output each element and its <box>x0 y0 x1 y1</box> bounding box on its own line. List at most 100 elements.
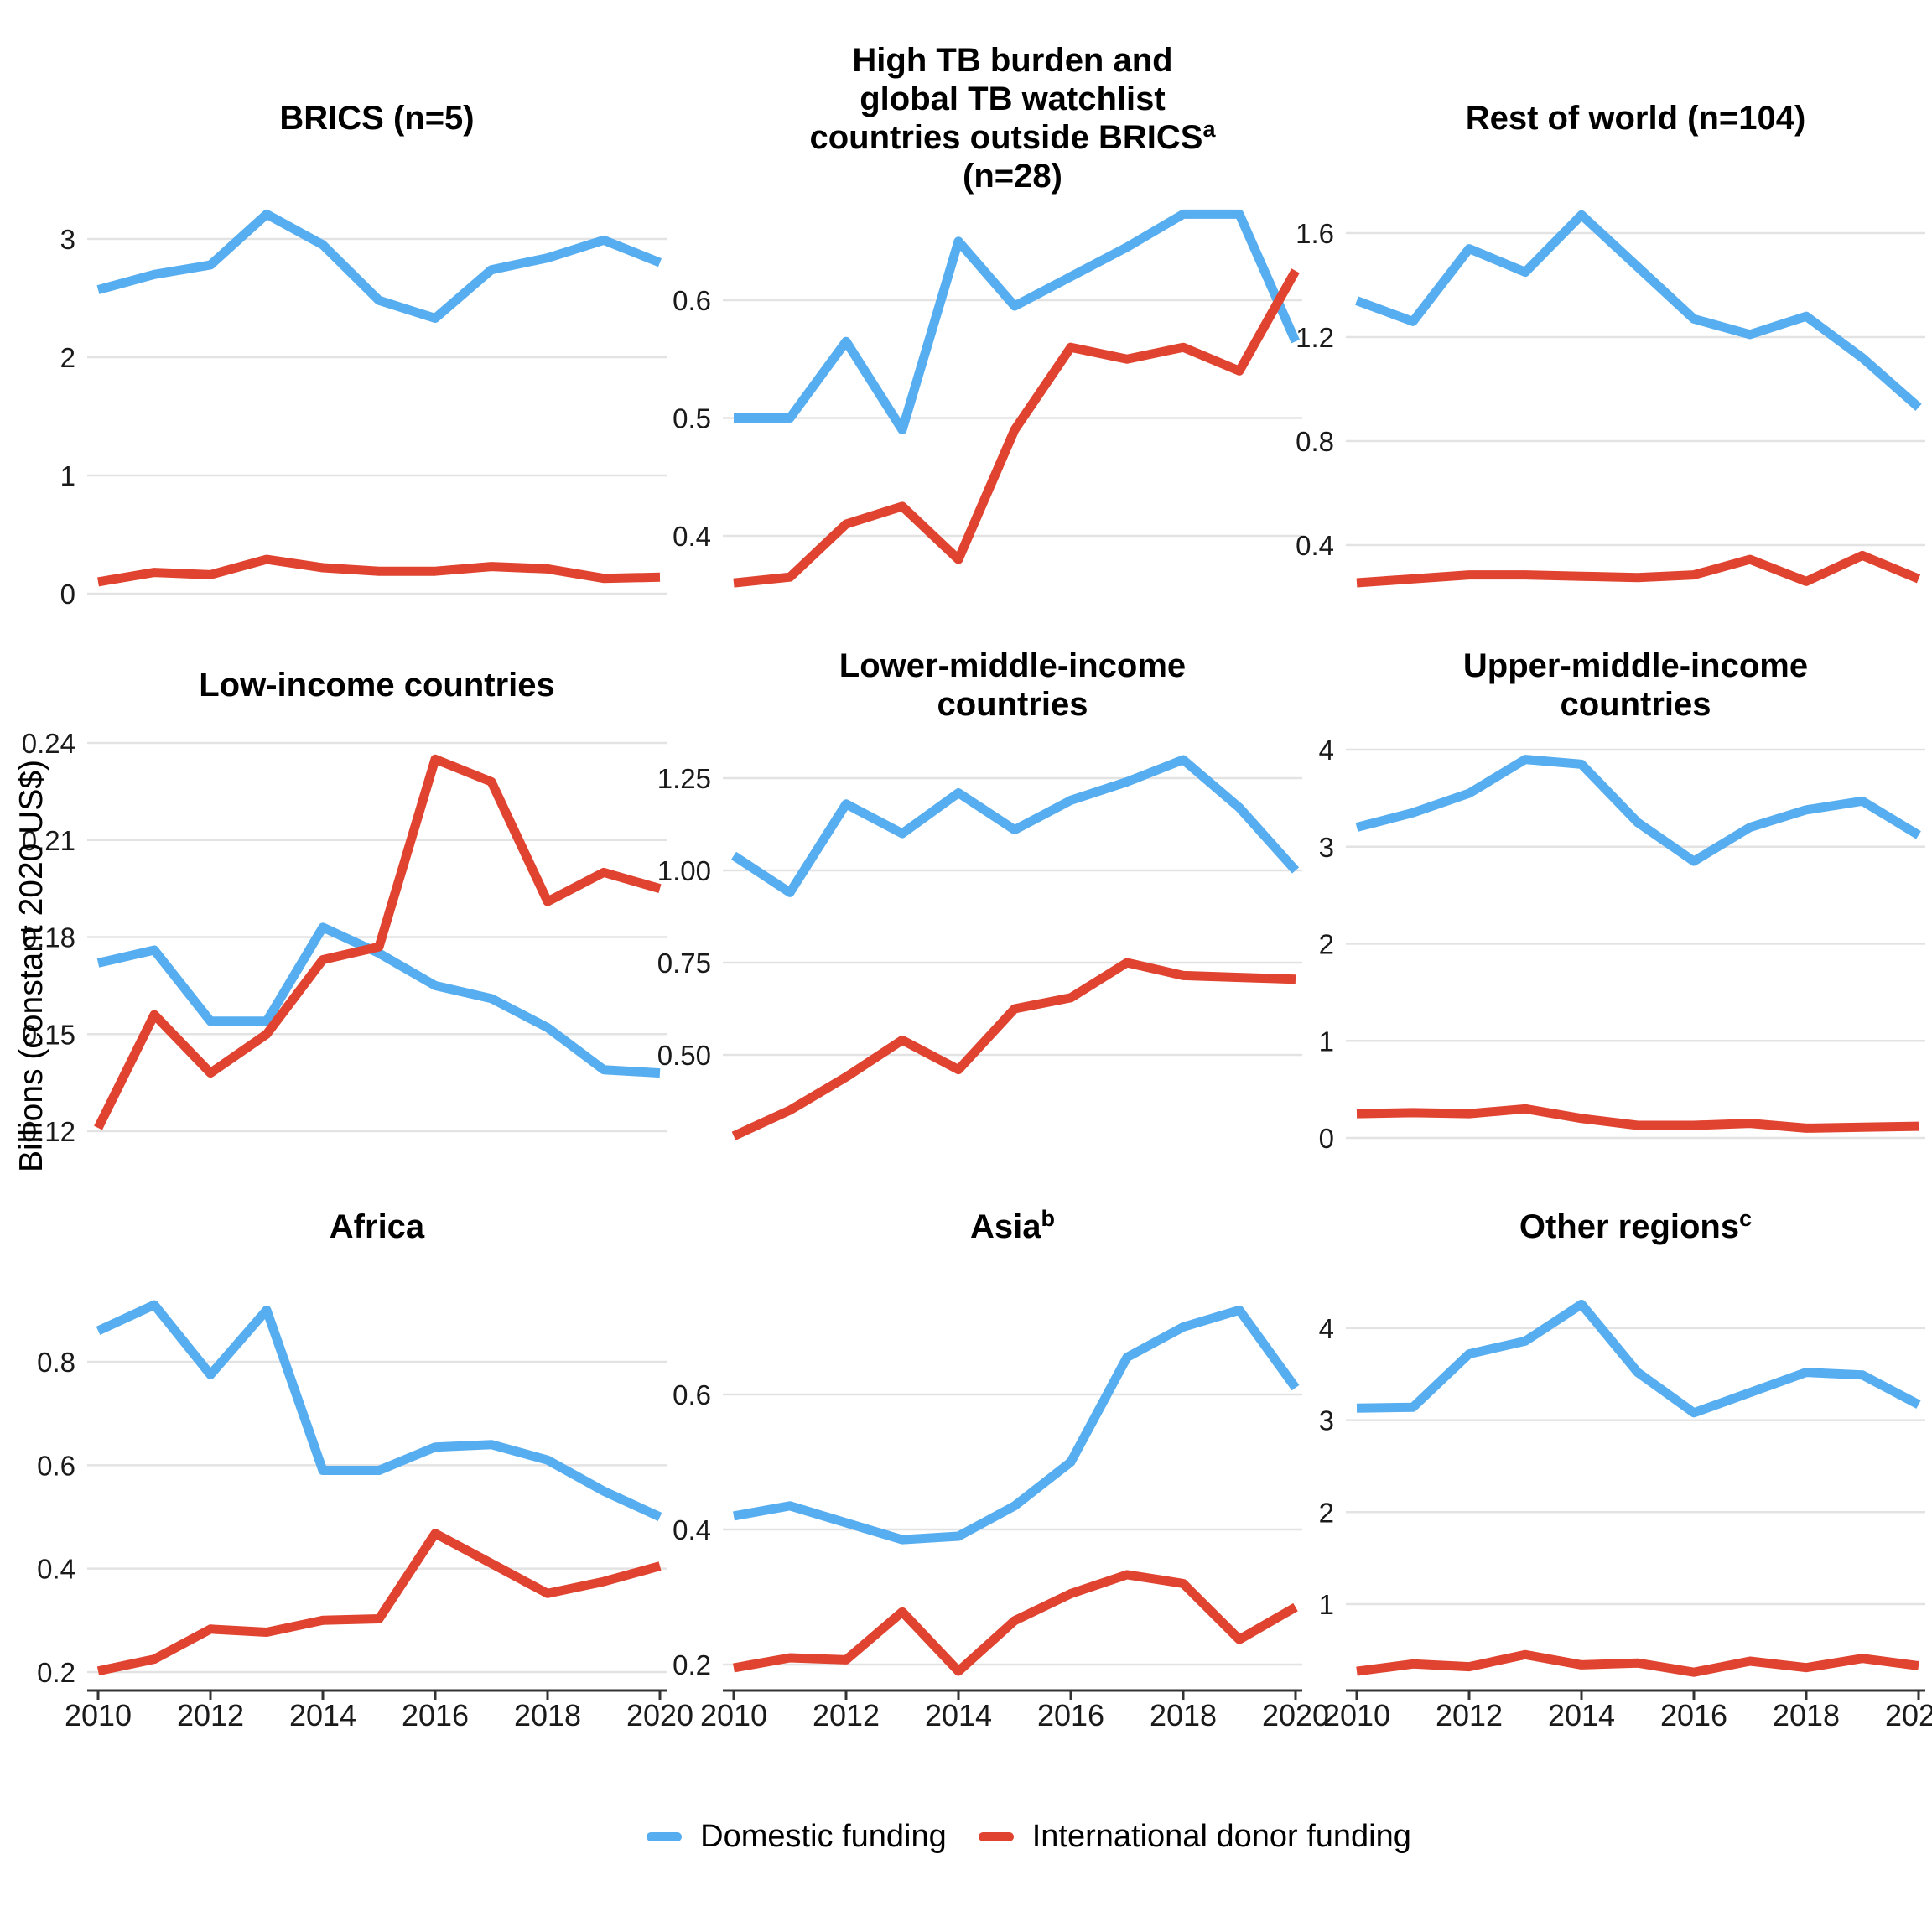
panel-6-ytick-label-0.2: 0.2 <box>37 1657 75 1688</box>
panel-8-x-tick-label-2018: 2018 <box>1773 1698 1840 1732</box>
panel-1-title-line-0: High TB burden and <box>852 42 1172 79</box>
panel-6-ytick-label-0.4: 0.4 <box>37 1554 75 1585</box>
panel-6-x-tick-label-2016: 2016 <box>402 1698 469 1732</box>
panel-3-ytick-label-0.15: 0.15 <box>22 1019 75 1050</box>
panel-8-domestic-funding-line <box>1356 1299 1921 1418</box>
panel-3-international-donor-funding-line <box>94 754 662 1130</box>
panel-8-ytick-label-1: 1 <box>1319 1589 1334 1620</box>
panel-7-domestic-funding-line <box>733 1305 1300 1545</box>
panel-6-domestic-funding-line <box>96 1300 662 1521</box>
panel-5-ytick-label-3: 3 <box>1319 832 1334 863</box>
panel-3-ytick-label-0.18: 0.18 <box>22 922 75 953</box>
panel-4-title-line-0: Lower-middle-income <box>839 647 1186 684</box>
panel-1-ytick-label-0.5: 0.5 <box>673 403 711 434</box>
panel-2-title-line-0: Rest of world (n=104) <box>1466 100 1806 137</box>
panel-2-domestic-funding-line <box>1355 210 1922 411</box>
panel-5-international-donor-funding-line <box>1356 1104 1919 1133</box>
panel-2-ytick-label-0.4: 0.4 <box>1296 530 1334 561</box>
legend-key-international-donor-swatch <box>978 1831 1014 1841</box>
panel-8-ytick-label-4: 4 <box>1319 1313 1334 1344</box>
panel-4-ytick-label-1.00: 1.00 <box>657 855 711 886</box>
panel-6-x-tick-label-2014: 2014 <box>289 1698 356 1732</box>
facet-panel-0: 0 1 2 3 BRICS (n=5) <box>60 100 667 610</box>
panel-2-ytick-label-0.8: 0.8 <box>1296 426 1334 457</box>
panel-4-domestic-funding-line <box>730 755 1300 897</box>
facet-panel-8: 1 2 3 4 2010 2012 2014 2016 2018 2020 Other region… <box>1319 1206 1932 1732</box>
panel-1-title-line-1: global TB watchlist <box>860 80 1165 117</box>
panel-7-x-tick-label-2010: 2010 <box>700 1698 767 1732</box>
panel-0-international-donor-funding-line <box>97 554 661 587</box>
panel-8-x-tick-label-2012: 2012 <box>1436 1698 1503 1732</box>
panel-3-domestic-funding-line <box>96 922 661 1078</box>
panel-8-ytick-label-3: 3 <box>1319 1405 1334 1436</box>
panel-4-title-line-1: countries <box>937 686 1088 723</box>
legend-key-domestic-swatch <box>647 1831 683 1841</box>
panel-8-x-tick-label-2010: 2010 <box>1323 1698 1390 1732</box>
panel-2-ytick-label-1.6: 1.6 <box>1296 218 1334 249</box>
panel-7-international-donor-funding-line <box>733 1570 1298 1676</box>
panel-7-x-tick-label-2018: 2018 <box>1150 1698 1217 1732</box>
legend-item-international-donor: International donor funding <box>978 1818 1411 1855</box>
panel-8-x-tick-label-2016: 2016 <box>1660 1698 1727 1732</box>
panel-1-title-line-3: (n=28) <box>963 158 1062 195</box>
panel-4-international-donor-funding-line <box>731 958 1296 1140</box>
panel-3-ytick-label-0.21: 0.21 <box>22 825 75 856</box>
panel-0-title-line-0: BRICS (n=5) <box>279 100 474 137</box>
panel-3-ytick-label-0.12: 0.12 <box>22 1116 75 1147</box>
panel-5-domestic-funding-line <box>1355 755 1921 866</box>
facet-panel-7: 0.2 0.4 0.6 2010 2012 2014 2016 2018 2020 Asiab <box>673 1206 1329 1732</box>
panel-6-x-tick-label-2012: 2012 <box>177 1698 244 1732</box>
panel-8-ytick-label-2: 2 <box>1319 1497 1334 1528</box>
panel-0-ytick-label-2: 2 <box>60 342 75 373</box>
panel-2-international-donor-funding-line <box>1356 550 1921 588</box>
panel-6-ytick-label-0.6: 0.6 <box>37 1450 75 1481</box>
panel-7-title-superscript: b <box>1041 1206 1056 1231</box>
panel-8-x-tick-label-2020: 2020 <box>1885 1698 1932 1732</box>
panel-5-ytick-label-1: 1 <box>1319 1026 1334 1057</box>
panel-7-x-tick-label-2012: 2012 <box>813 1698 880 1732</box>
panel-0-ytick-label-1: 1 <box>60 460 75 491</box>
panel-1-title-line-2: countries outside BRICSa <box>810 117 1217 156</box>
panel-7-x-tick-label-2014: 2014 <box>925 1698 992 1732</box>
panel-4-ytick-label-1.25: 1.25 <box>657 763 711 794</box>
panel-7-title-line-0: Asiab <box>970 1206 1055 1245</box>
panel-5-ytick-label-0: 0 <box>1319 1123 1334 1154</box>
panel-8-title-line-0: Other regionsc <box>1519 1206 1752 1245</box>
panel-5-title-line-0: Upper-middle-income <box>1463 647 1808 684</box>
panel-7-ytick-label-0.2: 0.2 <box>673 1649 711 1680</box>
panel-3-ytick-label-0.24: 0.24 <box>22 728 75 759</box>
panel-4-ytick-label-0.75: 0.75 <box>657 948 711 979</box>
panel-6-international-donor-funding-line <box>96 1529 662 1676</box>
panel-8-international-donor-funding-line <box>1356 1649 1919 1677</box>
panel-8-x-tick-label-2014: 2014 <box>1548 1698 1615 1732</box>
panel-6-x-tick-label-2010: 2010 <box>65 1698 132 1732</box>
panel-0-ytick-label-3: 3 <box>60 224 75 255</box>
panel-5-ytick-label-4: 4 <box>1319 735 1334 766</box>
legend-label-international-donor: International donor funding <box>1031 1818 1411 1854</box>
panel-7-x-tick-label-2020: 2020 <box>1262 1698 1329 1732</box>
panel-0-domestic-funding-line <box>96 209 662 323</box>
panel-5-ytick-label-2: 2 <box>1319 929 1334 960</box>
panel-1-title-superscript: a <box>1202 117 1216 142</box>
panel-1-international-donor-funding-line <box>733 268 1300 588</box>
panel-2-ytick-label-1.2: 1.2 <box>1296 322 1334 353</box>
panel-3-title-line-0: Low-income countries <box>199 667 555 704</box>
panel-1-domestic-funding-line <box>734 209 1301 435</box>
facet-panel-6: 0.2 0.4 0.6 0.8 2010 2012 2014 2016 2018 2020 Afri… <box>37 1208 693 1732</box>
legend-label-domestic: Domestic funding <box>700 1818 947 1854</box>
panel-7-ytick-label-0.6: 0.6 <box>673 1379 711 1410</box>
panel-6-x-tick-label-2020: 2020 <box>626 1698 693 1732</box>
facet-panel-3: 0.12 0.15 0.18 0.21 0.24 Low-income countries <box>22 667 667 1147</box>
panel-1-ytick-label-0.6: 0.6 <box>673 285 711 316</box>
panel-8-title-superscript: c <box>1739 1206 1752 1231</box>
panel-7-x-tick-label-2016: 2016 <box>1037 1698 1104 1732</box>
panel-0-ytick-label-0: 0 <box>60 579 75 610</box>
panel-6-x-tick-label-2018: 2018 <box>514 1698 581 1732</box>
legend-item-domestic: Domestic funding <box>647 1819 947 1855</box>
legend: Domestic funding International donor fun… <box>0 1811 1932 1862</box>
facet-panel-2: 0.4 0.8 1.2 1.6 Rest of world (n=104) <box>1296 100 1925 588</box>
facet-panel-4: 0.50 0.75 1.00 1.25 Lower-middle-incomecount… <box>657 647 1302 1140</box>
